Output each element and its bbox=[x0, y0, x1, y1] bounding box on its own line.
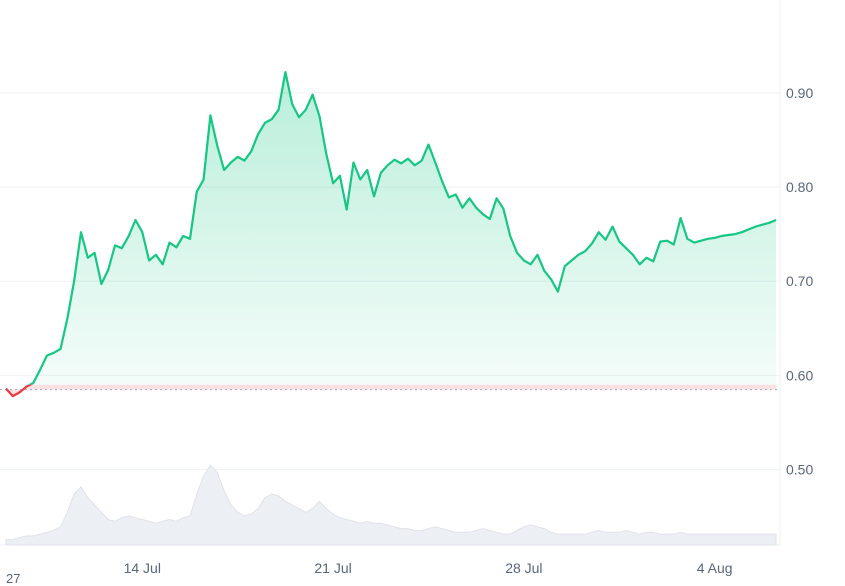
price-area-fill-negative bbox=[6, 384, 776, 397]
x-tick-label: 14 Jul bbox=[124, 560, 161, 576]
y-axis-labels: 0.90 0.80 0.70 0.60 0.50 bbox=[786, 85, 813, 478]
volume-series bbox=[5, 464, 777, 546]
price-line-up bbox=[27, 71, 777, 385]
y-tick-label: 0.80 bbox=[786, 179, 813, 195]
y-tick-label: 0.60 bbox=[786, 367, 813, 383]
y-tick-label: 0.50 bbox=[786, 462, 813, 478]
x-axis-labels: 14 Jul 21 Jul 28 Jul 4 Aug bbox=[124, 560, 733, 576]
price-area bbox=[6, 72, 776, 397]
y-tick-label: 0.90 bbox=[786, 85, 813, 101]
x-tick-label: 21 Jul bbox=[314, 560, 351, 576]
volume-area bbox=[5, 464, 777, 546]
y-tick-label: 0.70 bbox=[786, 273, 813, 289]
price-line bbox=[5, 71, 777, 398]
date-axis-label: 27 bbox=[6, 571, 21, 586]
x-tick-label: 4 Aug bbox=[697, 560, 733, 576]
x-tick-label: 28 Jul bbox=[505, 560, 542, 576]
price-area-fill bbox=[30, 72, 776, 385]
